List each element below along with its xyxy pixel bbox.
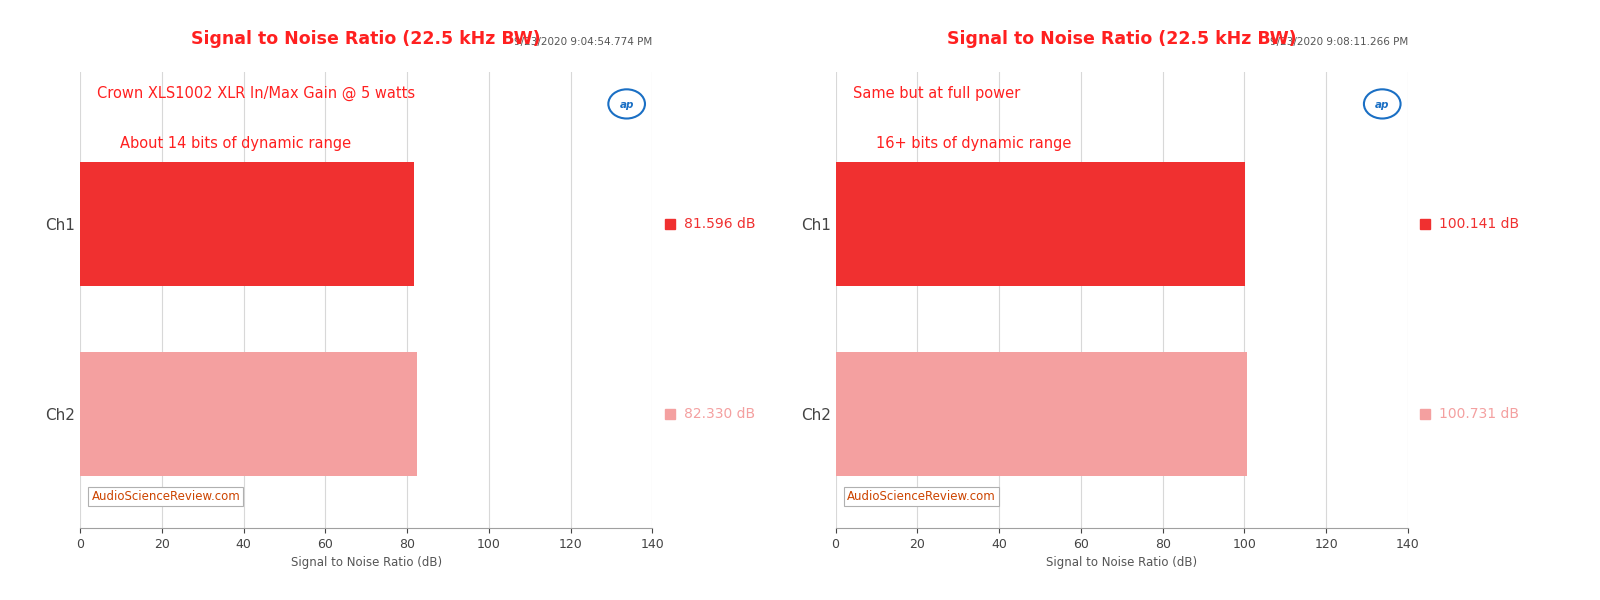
Bar: [835, 162, 1245, 286]
Text: 82.330 dB: 82.330 dB: [683, 407, 755, 421]
Bar: [80, 352, 416, 476]
Text: 81.596 dB: 81.596 dB: [683, 217, 755, 231]
Text: 9/23/2020 9:04:54.774 PM: 9/23/2020 9:04:54.774 PM: [514, 37, 653, 47]
Title: Signal to Noise Ratio (22.5 kHz BW): Signal to Noise Ratio (22.5 kHz BW): [192, 30, 541, 48]
Text: AudioScienceReview.com: AudioScienceReview.com: [846, 490, 995, 503]
Text: Same but at full power: Same but at full power: [853, 86, 1021, 101]
X-axis label: Signal to Noise Ratio (dB): Signal to Noise Ratio (dB): [1046, 556, 1197, 569]
Text: About 14 bits of dynamic range: About 14 bits of dynamic range: [120, 136, 350, 151]
Title: Signal to Noise Ratio (22.5 kHz BW): Signal to Noise Ratio (22.5 kHz BW): [947, 30, 1296, 48]
Text: ap: ap: [619, 100, 634, 110]
Text: 9/23/2020 9:08:11.266 PM: 9/23/2020 9:08:11.266 PM: [1270, 37, 1408, 47]
Text: 16+ bits of dynamic range: 16+ bits of dynamic range: [875, 136, 1070, 151]
X-axis label: Signal to Noise Ratio (dB): Signal to Noise Ratio (dB): [291, 556, 442, 569]
Text: 100.731 dB: 100.731 dB: [1440, 407, 1520, 421]
Text: ap: ap: [1374, 100, 1389, 110]
Bar: [80, 162, 414, 286]
Text: 100.141 dB: 100.141 dB: [1440, 217, 1520, 231]
Text: AudioScienceReview.com: AudioScienceReview.com: [91, 490, 240, 503]
Text: Crown XLS1002 XLR In/Max Gain @ 5 watts: Crown XLS1002 XLR In/Max Gain @ 5 watts: [98, 86, 416, 101]
Bar: [835, 352, 1248, 476]
